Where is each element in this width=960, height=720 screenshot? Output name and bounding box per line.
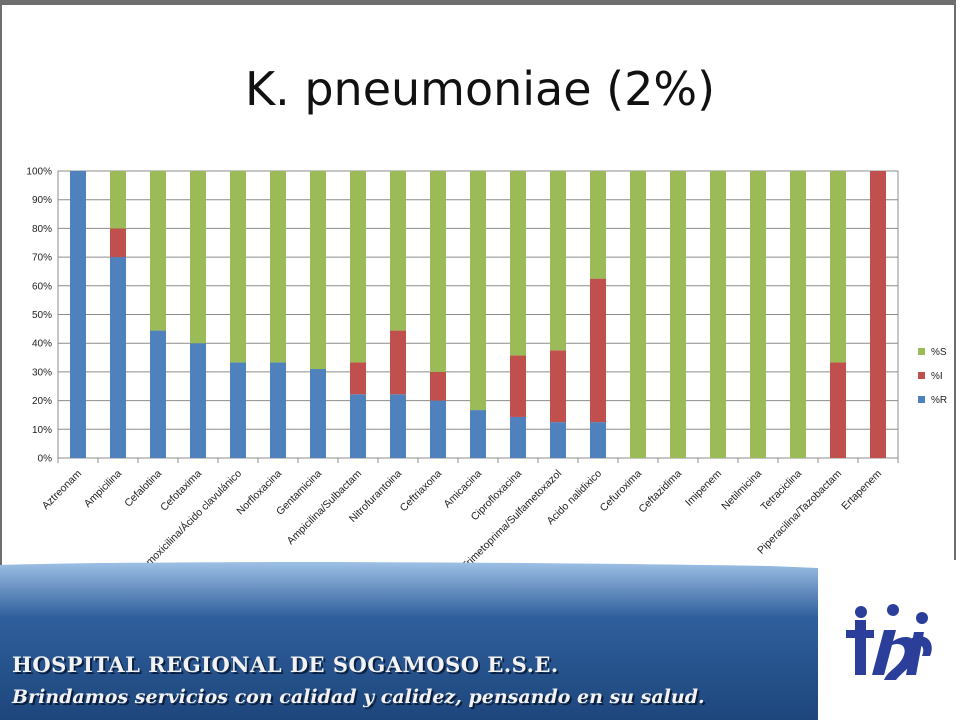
y-tick-label: 30% xyxy=(32,367,52,378)
x-tick-label: Aztreonam xyxy=(40,467,85,512)
bar-segment-r xyxy=(70,171,86,458)
y-tick-label: 50% xyxy=(32,310,52,321)
x-tick-label: Piperacilina/Tazobactam xyxy=(755,467,844,556)
bar-segment-i xyxy=(590,278,606,423)
legend-label: %I xyxy=(931,371,943,382)
bar-segment-s xyxy=(350,171,366,363)
y-tick-label: 0% xyxy=(38,454,53,465)
slide-title: K. pneumoniae (2%) xyxy=(244,62,716,116)
bar-segment-i xyxy=(390,330,406,395)
legend-label: %R xyxy=(931,395,947,406)
bar-segment-s xyxy=(190,171,206,344)
bar-segment-s xyxy=(470,171,486,411)
bar-segment-i xyxy=(550,350,566,423)
y-tick-label: 80% xyxy=(32,224,52,235)
bar-segment-s xyxy=(830,171,846,363)
bar-segment-r xyxy=(270,362,286,458)
bar-segment-i xyxy=(510,355,526,417)
bar-segment-i xyxy=(830,362,846,458)
bar-segment-s xyxy=(510,171,526,356)
bar-segment-s xyxy=(390,171,406,331)
hospital-slogan: Brindamos servicios con calidad y calide… xyxy=(12,686,705,708)
y-tick-label: 100% xyxy=(26,167,52,178)
footer-banner xyxy=(0,560,960,720)
hospital-logo xyxy=(846,604,932,680)
y-tick-label: 20% xyxy=(32,396,52,407)
x-tick-label: Ceftriaxona xyxy=(398,468,445,515)
bar-segment-s xyxy=(710,171,726,458)
y-tick-label: 90% xyxy=(32,195,52,206)
x-tick-label: Imipenem xyxy=(683,467,724,508)
x-tick-label: Ertapenem xyxy=(839,467,884,512)
bar-segment-r xyxy=(510,416,526,458)
bar-segment-r xyxy=(310,369,326,458)
x-tick-label: Cefalotina xyxy=(122,468,164,510)
bar-segment-s xyxy=(790,171,806,458)
bar-segment-r xyxy=(590,422,606,458)
bar-segment-s xyxy=(430,171,446,372)
bar-segment-s xyxy=(110,171,126,229)
bar-segment-r xyxy=(350,394,366,458)
bar-segment-s xyxy=(750,171,766,458)
bar-segment-i xyxy=(350,362,366,395)
banner-wave xyxy=(0,562,822,720)
bar-segment-s xyxy=(590,171,606,279)
hospital-name: HOSPITAL REGIONAL DE SOGAMOSO E.S.E. xyxy=(12,652,559,677)
legend-swatch xyxy=(918,372,925,379)
bar-segment-s xyxy=(310,171,326,370)
bar-segment-r xyxy=(230,362,246,458)
stacked-bar-chart: 0% 10% 20% 30% 40% 50% 60% 70% 80% 90% 100% Aztreon… xyxy=(26,167,947,574)
bar-segment-r xyxy=(190,343,206,458)
y-tick-label: 40% xyxy=(32,339,52,350)
bar-segment-r xyxy=(470,410,486,458)
legend-swatch xyxy=(918,396,925,403)
bar-segment-s xyxy=(630,171,646,458)
bar-segment-r xyxy=(430,400,446,458)
bar-segment-s xyxy=(150,171,166,331)
x-tick-label: Netilmicina xyxy=(719,468,764,513)
legend-label: %S xyxy=(931,347,947,358)
y-tick-label: 60% xyxy=(32,281,52,292)
bar-segment-i xyxy=(430,371,446,401)
bar-segment-s xyxy=(270,171,286,363)
bar-segment-r xyxy=(150,330,166,458)
bar-segment-r xyxy=(110,257,126,458)
y-tick-label: 10% xyxy=(32,425,52,436)
bar-segment-r xyxy=(550,422,566,458)
y-tick-label: 70% xyxy=(32,253,52,264)
bar-segment-s xyxy=(550,171,566,351)
x-tick-label: Ampicilina/Sulbactam xyxy=(285,467,365,547)
x-tick-label: Amicacina xyxy=(441,468,484,511)
bar-segment-r xyxy=(390,394,406,458)
bar-segment-s xyxy=(670,171,686,458)
x-tick-label: Ceftazidima xyxy=(636,468,684,516)
bar-segment-i xyxy=(870,171,886,458)
x-tick-label: Ampicilina xyxy=(82,468,124,510)
bar-segment-s xyxy=(230,171,246,363)
legend-swatch xyxy=(918,348,925,355)
bar-segment-i xyxy=(110,228,126,258)
